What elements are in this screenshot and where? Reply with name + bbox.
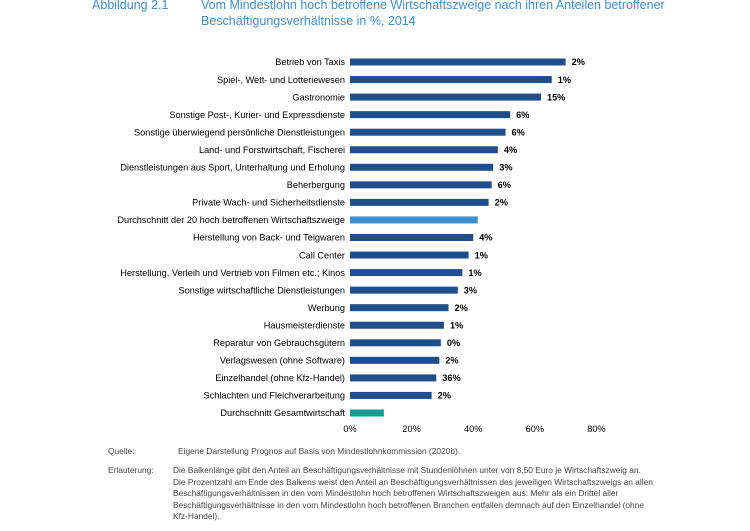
source-label: Quelle: — [108, 446, 135, 456]
category-label: Herstellung, Verleih und Vertrieb von Fi… — [120, 268, 345, 278]
category-label: Call Center — [299, 250, 345, 260]
bar-value-label: 1% — [468, 268, 481, 278]
chart-title: Vom Mindestlohn hoch betroffene Wirtscha… — [201, 0, 665, 28]
category-label: Herstellung von Back- und Teigwaren — [193, 233, 345, 243]
bar — [350, 391, 432, 399]
x-tick-label: 80% — [587, 424, 605, 434]
category-label: Werbung — [308, 303, 345, 313]
source-text: Eigene Darstellung Prognos auf Basis von… — [178, 446, 461, 456]
bar — [350, 181, 492, 189]
category-label: Private Wach- und Sicherheitsdienste — [192, 198, 345, 208]
explanation-text: Die Balkenlänge gibt den Anteil an Besch… — [173, 465, 653, 522]
bar-value-label: 4% — [504, 145, 517, 155]
bar-value-label: 2% — [455, 303, 468, 313]
category-label: Betrieb von Taxis — [275, 57, 345, 67]
x-tick-label: 60% — [526, 424, 544, 434]
bar-value-label: 2% — [445, 356, 458, 366]
bar-value-label: 2% — [572, 57, 585, 67]
bar — [350, 111, 511, 119]
bar — [350, 198, 489, 206]
bar-value-label: 2% — [438, 391, 451, 401]
category-label: Dienstleistungen aus Sport, Unterhaltung… — [120, 163, 345, 173]
bar-value-label: 36% — [442, 373, 460, 383]
category-label: Land- und Forstwirtschaft, Fischerei — [199, 145, 345, 155]
bar-value-label: 3% — [464, 285, 477, 295]
bar-value-label: 1% — [450, 320, 463, 330]
bar — [350, 304, 449, 312]
figure-number: Abbildung 2.1 — [92, 0, 169, 12]
bar — [350, 286, 458, 294]
category-label: Sonstige Post-, Kurier- und Expressdiens… — [169, 110, 345, 120]
bar-value-label: 6% — [512, 127, 525, 137]
bar — [350, 58, 566, 66]
category-label: Sonstige überwiegend persönliche Dienstl… — [134, 127, 345, 137]
bar — [350, 251, 469, 259]
bar — [350, 339, 441, 347]
bar-value-label: 3% — [499, 163, 512, 173]
bar-value-label: 15% — [547, 92, 565, 102]
bar-value-label: 6% — [498, 180, 511, 190]
bar — [350, 409, 384, 417]
bar — [350, 269, 463, 277]
x-tick-label: 40% — [464, 424, 482, 434]
explanation-label: Erlauterung: — [108, 465, 154, 475]
bar-value-label: 1% — [475, 250, 488, 260]
category-label: Spiel-, Wett- und Lotteriewesen — [217, 75, 345, 85]
bar — [350, 93, 541, 101]
x-tick-label: 20% — [402, 424, 420, 434]
category-label: Schlachten und Fleichverarbeitung — [204, 391, 345, 401]
bar — [350, 216, 478, 224]
bar — [350, 234, 474, 241]
category-label: Einzelhandel (ohne Kfz-Handel) — [215, 373, 345, 383]
category-label: Durchschnitt Gesamtwirtschaft — [220, 408, 345, 418]
bar-value-label: 6% — [516, 110, 529, 120]
bar-value-label: 0% — [447, 338, 460, 348]
category-label: Gastronomie — [292, 92, 345, 102]
bar — [350, 321, 444, 329]
category-label: Hausmeisterdienste — [264, 320, 345, 330]
bar — [350, 76, 552, 84]
bar-value-label: 4% — [479, 233, 492, 243]
category-label: Beherbergung — [287, 180, 345, 190]
category-label: Reparatur von Gebrauchsgütern — [213, 338, 345, 348]
category-label: Sonstige wirtschaftliche Dienstleistunge… — [179, 285, 345, 295]
bar-chart: Betrieb von Taxis 2% Spiel-, Wett- und Lot… — [117, 57, 605, 434]
bar-value-label: 1% — [558, 75, 571, 85]
bar — [350, 128, 506, 136]
category-label: Durchschnitt der 20 hoch betroffenen Wir… — [117, 215, 345, 225]
bar — [350, 374, 437, 382]
bar — [350, 146, 498, 154]
bar — [350, 163, 494, 171]
category-label: Verlagswesen (ohne Software) — [220, 356, 345, 366]
x-tick-label: 0% — [343, 424, 356, 434]
bar-value-label: 2% — [495, 198, 508, 208]
bar — [350, 356, 440, 364]
